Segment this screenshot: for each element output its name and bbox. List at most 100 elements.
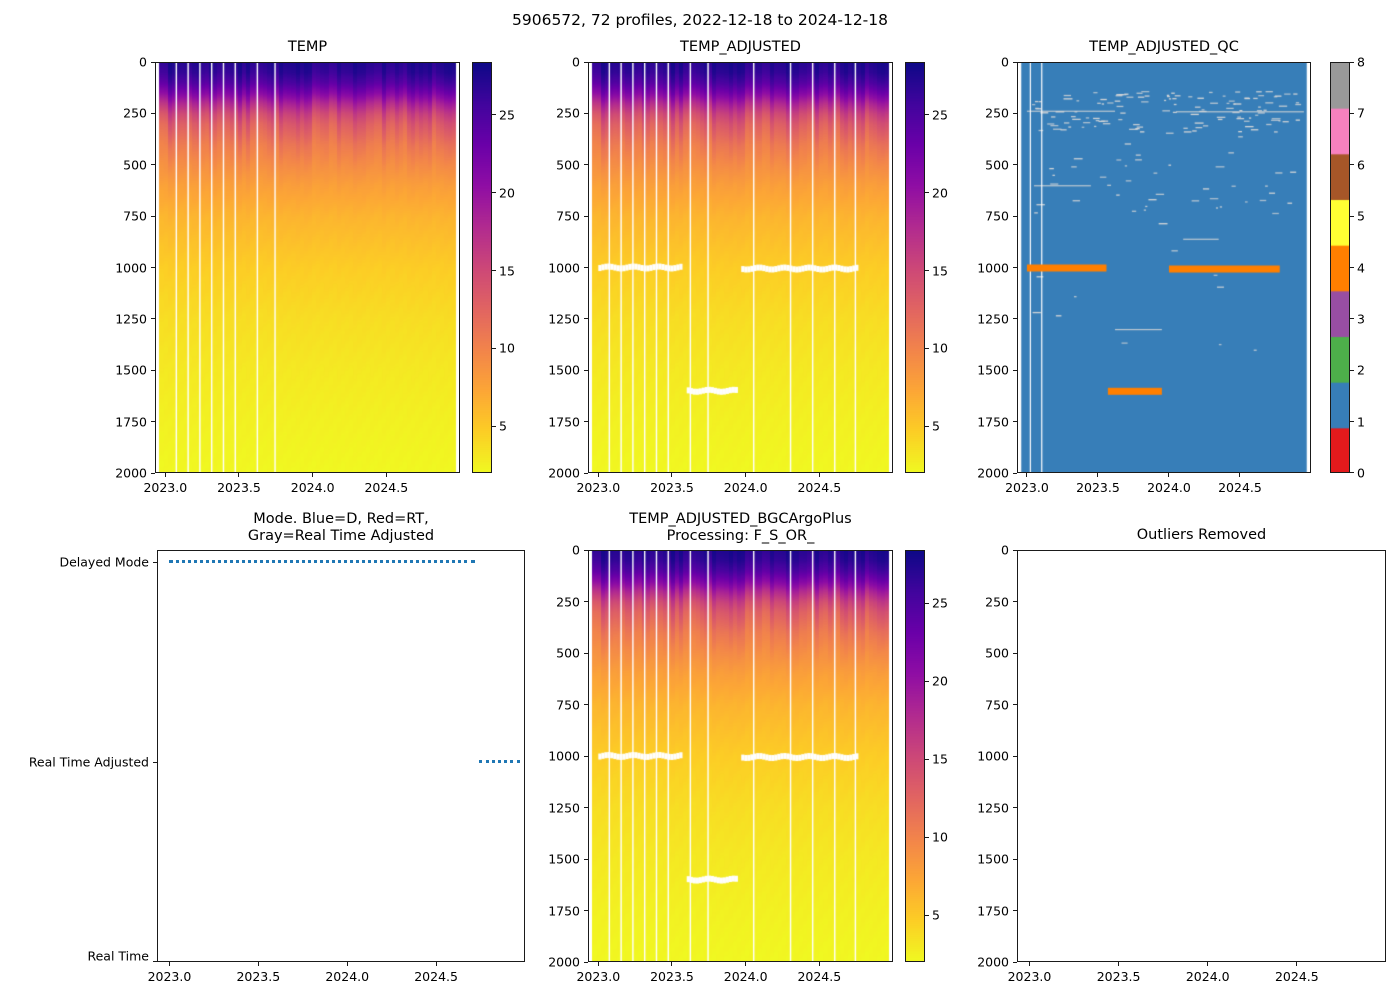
y-tick: [153, 561, 157, 563]
y-tick: [153, 960, 157, 962]
y-tick: [1013, 961, 1017, 963]
x-tick: [597, 473, 599, 477]
y-tick-label: 250: [985, 105, 1009, 121]
x-tick: [346, 962, 348, 966]
colorbar-tick-label: 25: [932, 107, 948, 123]
colorbar-tick: [925, 270, 929, 272]
colorbar-tick-label: 2: [1357, 362, 1365, 378]
y-tick-label: 2000: [977, 954, 1009, 970]
colorbar-tick-label: 5: [932, 907, 940, 923]
colorbar-tick-label: 15: [932, 263, 948, 279]
bgc-heatmap-canvas: [588, 550, 893, 962]
y-tick: [1013, 112, 1017, 114]
colorbar-tick: [925, 347, 929, 349]
mode-ytick-label: Real Time Adjusted: [28, 754, 149, 770]
y-tick: [584, 549, 588, 551]
axes-frame: [157, 550, 525, 962]
colorbar-tick-label: 7: [1357, 105, 1365, 121]
y-tick-label: 1250: [977, 800, 1009, 815]
y-tick: [1013, 267, 1017, 268]
y-tick-label: 1250: [548, 311, 580, 327]
y-tick: [151, 369, 155, 371]
panel-temp-adjusted-qc-title: TEMP_ADJUSTED_QC: [1089, 39, 1239, 55]
x-tick-label: 2024.0: [723, 969, 768, 984]
x-tick: [435, 962, 437, 966]
x-tick: [745, 962, 747, 966]
y-tick-label: 500: [123, 157, 147, 173]
colorbar-tick: [925, 425, 929, 427]
colorbar-temp: 5 10 15 20 25: [472, 62, 515, 473]
y-tick: [1013, 421, 1017, 423]
colorbar-tick: [492, 270, 496, 272]
y-tick-label: 1000: [977, 748, 1009, 764]
panel-temp-adjusted-bgc: TEMP_ADJUSTED_BGCArgoPlus Processing: F_…: [548, 511, 893, 984]
temp-heatmap-canvas: [155, 62, 460, 473]
colorbar-tick-label: 3: [1357, 311, 1365, 327]
x-tick-label: 2024.5: [1274, 969, 1319, 984]
colorbar-tick-label: 25: [499, 107, 515, 123]
colorbar-tick-label: 25: [932, 595, 948, 611]
colorbar-bgc-canvas: [905, 550, 925, 962]
colorbar-tick: [1350, 215, 1354, 217]
colorbar-bgc: 5 10 15 20 25: [905, 550, 948, 962]
x-tick-label: 2023.0: [143, 480, 188, 495]
mode-ytick-label: Real Time: [87, 948, 149, 964]
y-tick-label: 1000: [115, 260, 147, 275]
y-tick: [151, 112, 155, 114]
x-tick: [1168, 473, 1170, 477]
x-tick-label: 2023.0: [1005, 480, 1049, 495]
colorbar-tick: [492, 192, 496, 194]
y-tick: [1013, 807, 1017, 808]
y-tick: [584, 318, 588, 320]
colorbar-tick-label: 8: [1357, 54, 1365, 70]
x-tick: [745, 473, 747, 477]
colorbar-tick-label: 20: [932, 673, 948, 689]
y-tick-label: 250: [556, 594, 580, 609]
x-tick: [1028, 962, 1030, 966]
x-tick: [1239, 473, 1241, 477]
y-tick-label: 250: [985, 594, 1009, 609]
y-tick: [151, 215, 155, 217]
mode-ytick-label: Delayed Mode: [59, 554, 149, 570]
y-tick: [1013, 755, 1017, 757]
x-tick-label: 2024.0: [290, 480, 335, 495]
y-tick-label: 1750: [548, 903, 580, 918]
colorbar-tick: [1350, 164, 1354, 166]
x-tick: [818, 473, 820, 477]
x-tick: [385, 473, 387, 477]
y-tick-label: 1750: [115, 414, 147, 430]
y-tick: [1013, 652, 1017, 654]
y-tick: [151, 421, 155, 423]
x-tick: [257, 962, 259, 966]
x-tick: [1097, 473, 1099, 477]
temp-adjusted-heatmap-canvas: [588, 62, 893, 473]
panel-temp-adjusted-qc: TEMP_ADJUSTED_QC 2023.0 2023.5 2024.0 2024.…: [977, 39, 1311, 495]
colorbar-tick: [925, 836, 929, 838]
panel-temp-title: TEMP: [287, 39, 328, 55]
x-tick: [818, 962, 820, 966]
y-tick: [584, 61, 588, 63]
x-tick: [671, 473, 673, 477]
x-tick: [164, 473, 166, 477]
y-tick-label: 1500: [548, 362, 580, 378]
y-tick-label: 1250: [977, 311, 1009, 327]
y-tick: [151, 61, 155, 63]
colorbar-tick: [925, 758, 929, 760]
y-tick-label: 1500: [977, 851, 1009, 867]
x-tick-label: 2023.5: [650, 480, 694, 495]
y-tick-label: 1500: [115, 362, 147, 378]
y-tick-label: 1500: [548, 851, 580, 867]
colorbar-tick-label: 5: [499, 418, 507, 434]
panel-temp-adjusted: TEMP_ADJUSTED 2023.0 2023.5 2024.0 2024.5 0 2…: [548, 39, 893, 495]
colorbar-tick-label: 6: [1357, 157, 1365, 173]
y-tick: [584, 755, 588, 757]
y-tick: [584, 164, 588, 166]
y-tick: [1013, 601, 1017, 602]
colorbar-tick-label: 1: [1357, 414, 1365, 430]
x-tick-label: 2023.0: [576, 480, 621, 495]
y-tick: [1013, 164, 1017, 166]
colorbar-tick-label: 5: [1357, 208, 1365, 224]
colorbar-tick: [1350, 318, 1354, 320]
y-tick: [1013, 215, 1017, 217]
